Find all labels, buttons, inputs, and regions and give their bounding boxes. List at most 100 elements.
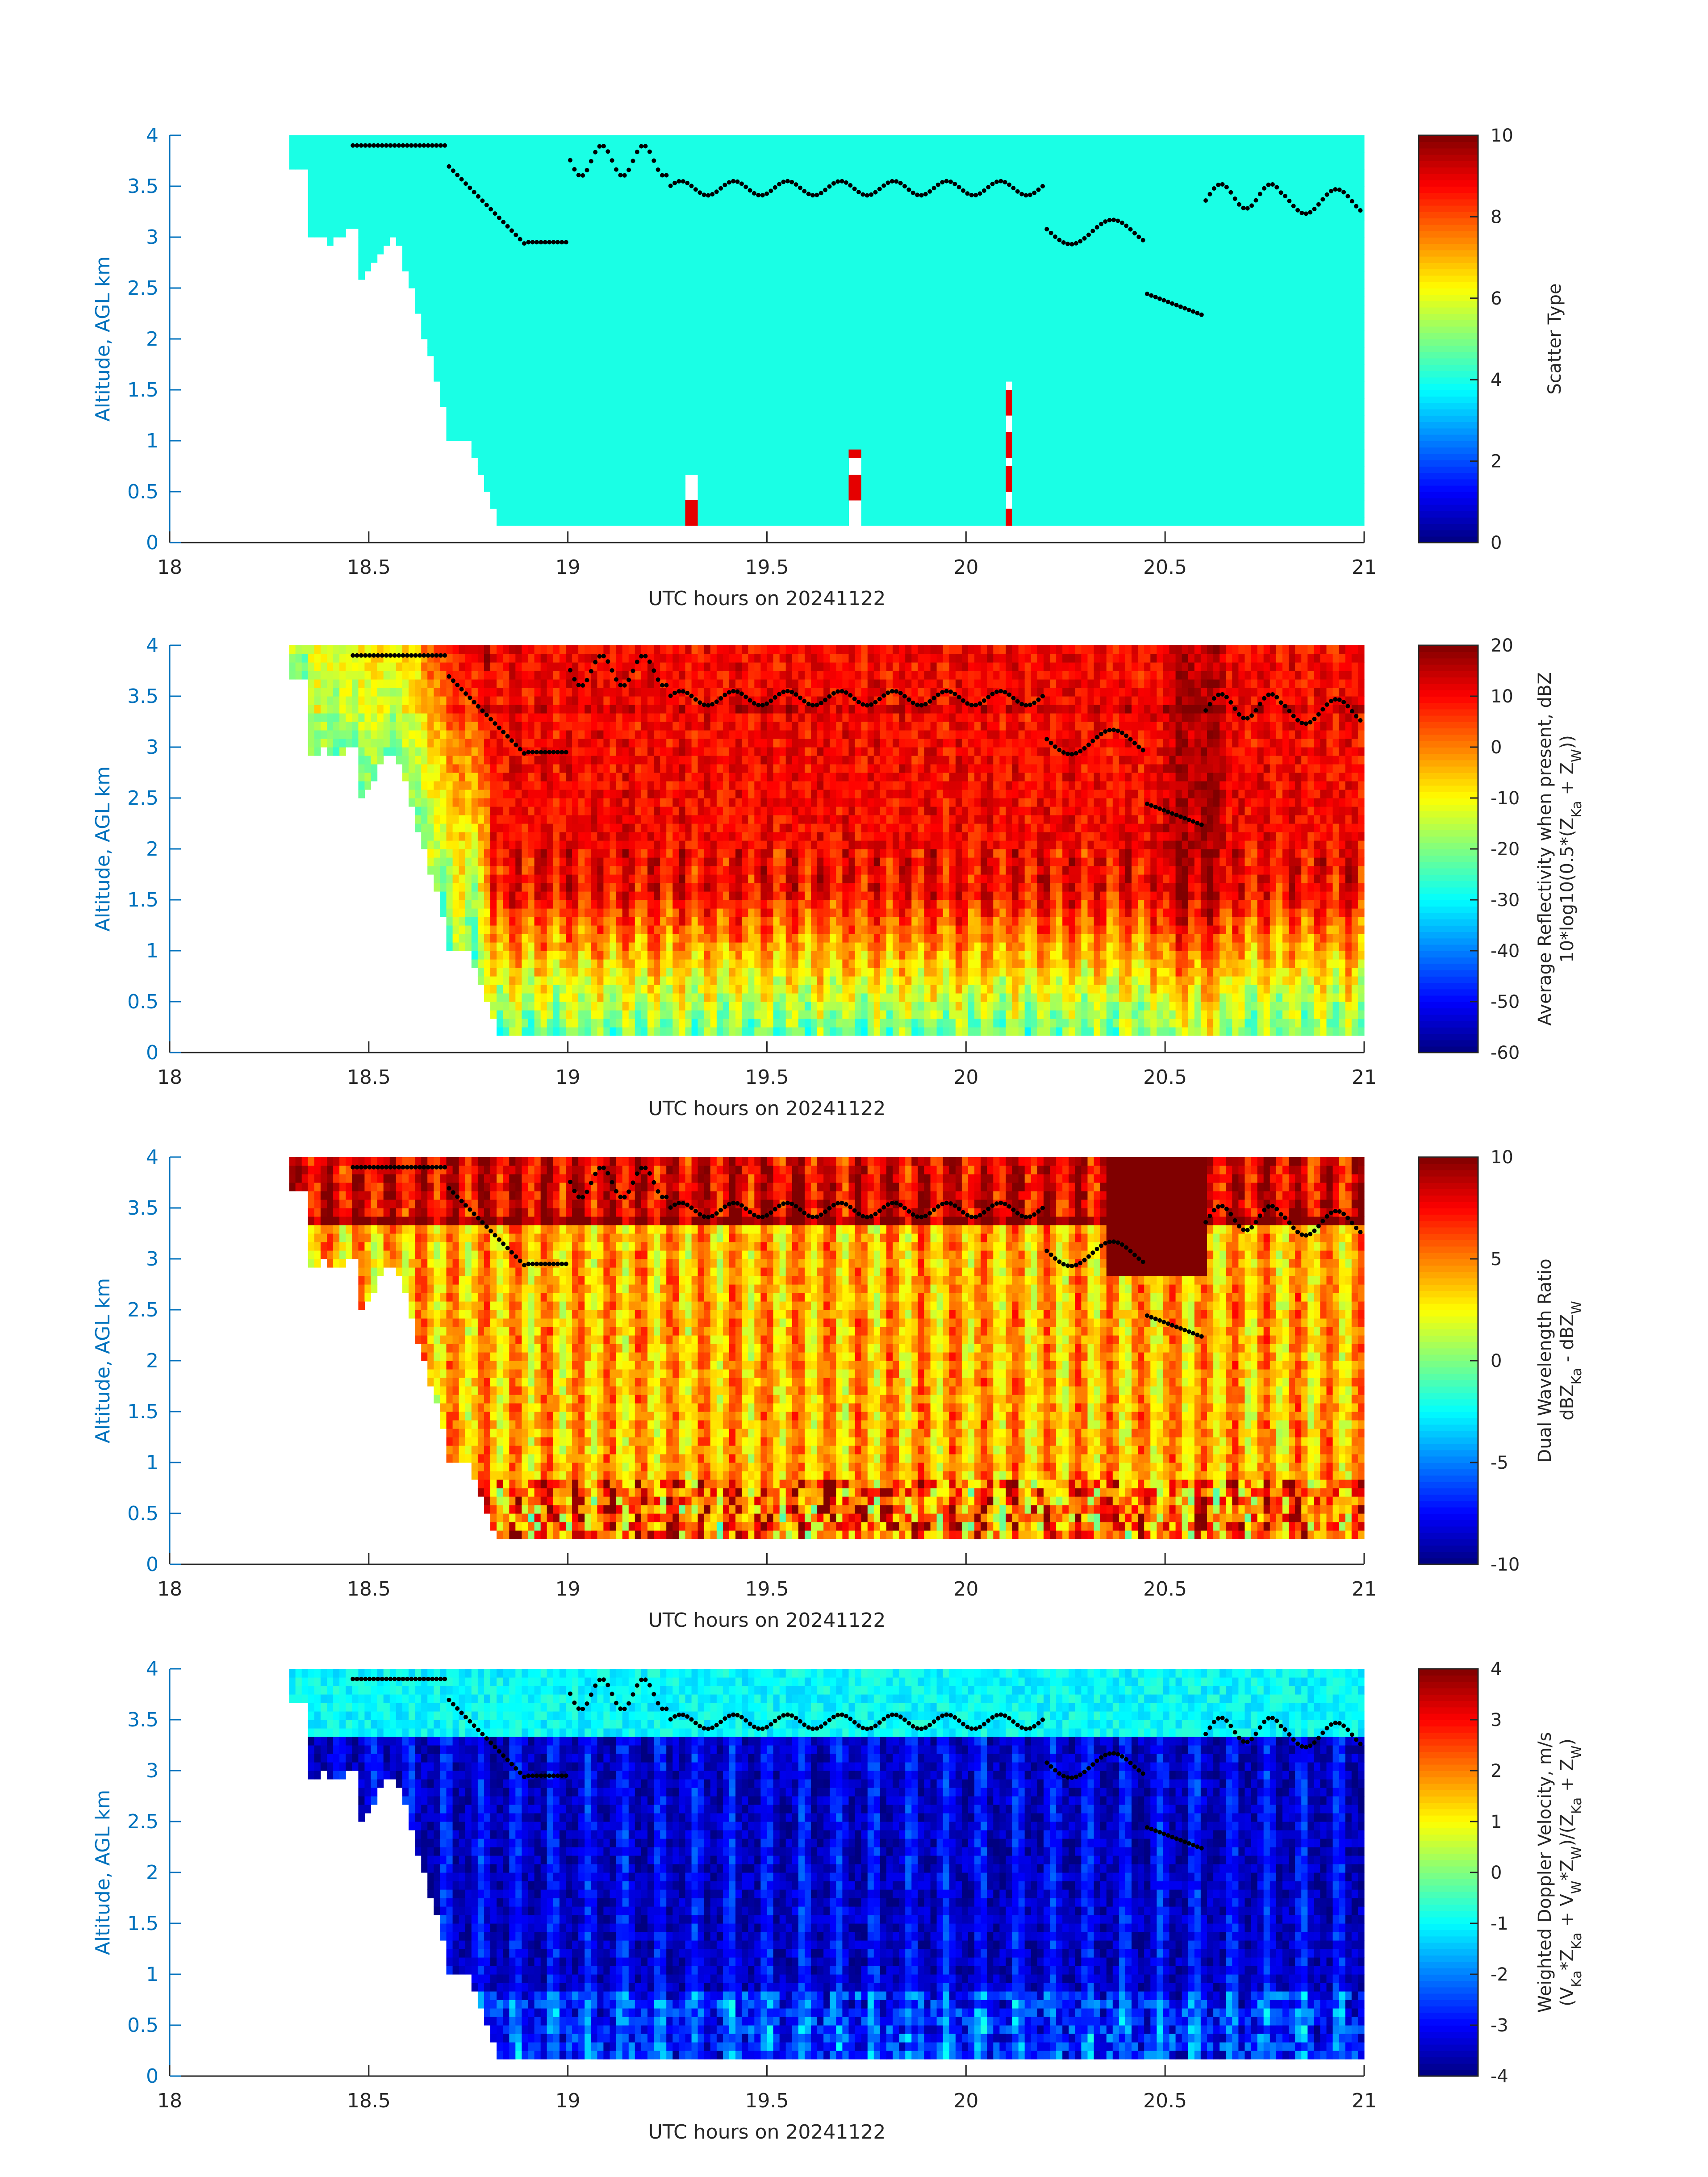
heatmap-cell: [1031, 229, 1038, 238]
heatmap-cell: [735, 246, 742, 255]
heatmap-cell: [754, 144, 761, 153]
heatmap-cell: [886, 364, 893, 373]
heatmap-cell: [314, 161, 321, 170]
heatmap-cell: [660, 195, 667, 204]
heatmap-cell: [553, 220, 560, 229]
heatmap-cell: [522, 432, 528, 441]
heatmap-cell: [447, 220, 453, 229]
heatmap-cell: [956, 288, 962, 297]
heatmap-cell: [522, 441, 528, 450]
heatmap-cell: [497, 297, 503, 305]
heatmap-cell: [786, 390, 793, 399]
heatmap-cell: [585, 220, 591, 229]
heatmap-cell: [911, 364, 918, 373]
heatmap-cell: [880, 263, 887, 272]
heatmap-cell: [830, 390, 836, 399]
heatmap-cell: [899, 161, 906, 170]
heatmap-cell: [1062, 178, 1069, 187]
heatmap-cell: [987, 458, 994, 467]
heatmap-cell: [886, 330, 893, 339]
heatmap-cell: [478, 288, 484, 297]
heatmap-cell: [541, 458, 547, 467]
heatmap-cell: [308, 195, 315, 204]
heatmap-cell: [597, 195, 604, 204]
heatmap-cell: [811, 152, 818, 161]
heatmap-cell: [497, 407, 503, 416]
heatmap-cell: [396, 186, 403, 195]
heatmap-cell: [459, 432, 466, 441]
heatmap-cell: [553, 186, 560, 195]
heatmap-cell: [931, 373, 937, 382]
heatmap-cell: [447, 254, 453, 263]
heatmap-cell: [641, 135, 648, 144]
heatmap-cell: [1025, 398, 1031, 407]
heatmap-cell: [327, 220, 334, 229]
heatmap-cell: [817, 280, 824, 288]
heatmap-cell: [1044, 313, 1050, 322]
heatmap-cell: [528, 458, 535, 467]
heatmap-cell: [478, 407, 484, 416]
heatmap-cell: [1044, 500, 1050, 509]
heatmap-cell: [478, 246, 484, 255]
heatmap-cell: [453, 237, 459, 246]
heatmap-cell: [547, 483, 554, 492]
heatmap-cell: [1012, 339, 1019, 348]
heatmap-cell: [710, 297, 717, 305]
heatmap-cell: [943, 398, 950, 407]
heatmap-cell: [472, 152, 478, 161]
heatmap-cell: [591, 373, 597, 382]
heatmap-cell: [805, 483, 811, 492]
heatmap-cell: [415, 246, 422, 255]
heatmap-cell: [1044, 339, 1050, 348]
heatmap-cell: [767, 492, 774, 501]
heatmap-cell: [390, 186, 397, 195]
heatmap-cell: [679, 475, 685, 484]
heatmap-cell: [647, 288, 654, 297]
heatmap-cell: [880, 364, 887, 373]
heatmap-cell: [672, 297, 679, 305]
heatmap-cell: [629, 415, 635, 424]
heatmap-cell: [987, 263, 994, 272]
heatmap-cell: [635, 415, 642, 424]
heatmap-cell: [1075, 407, 1082, 416]
heatmap-cell: [635, 500, 642, 509]
heatmap-cell: [849, 254, 856, 263]
heatmap-cell: [911, 254, 918, 263]
heatmap-cell: [798, 152, 805, 161]
heatmap-cell: [503, 237, 509, 246]
heatmap-cell: [698, 390, 705, 399]
heatmap-cell: [541, 186, 547, 195]
heatmap-cell: [585, 178, 591, 187]
heatmap-cell: [578, 432, 585, 441]
heatmap-cell: [314, 195, 321, 204]
heatmap-cell: [1019, 254, 1025, 263]
heatmap-cell: [509, 297, 516, 305]
heatmap-cell: [868, 135, 874, 144]
heatmap-cell: [421, 330, 428, 339]
heatmap-cell: [931, 161, 937, 170]
heatmap-cell: [572, 246, 579, 255]
heatmap-cell: [842, 237, 849, 246]
heatmap-cell: [911, 398, 918, 407]
heatmap-cell: [635, 161, 642, 170]
heatmap-cell: [535, 178, 541, 187]
heatmap-cell: [987, 254, 994, 263]
heatmap-cell: [603, 415, 610, 424]
heatmap-cell: [384, 195, 390, 204]
heatmap-cell: [358, 169, 365, 178]
heatmap-cell: [535, 449, 541, 458]
heatmap-cell: [1062, 458, 1069, 467]
heatmap-cell: [698, 356, 705, 365]
heatmap-cell: [547, 263, 554, 272]
heatmap-cell: [823, 381, 830, 390]
heatmap-cell: [1037, 313, 1044, 322]
heatmap-cell: [453, 220, 459, 229]
heatmap-cell: [597, 322, 604, 331]
heatmap-cell: [780, 432, 786, 441]
heatmap-cell: [830, 313, 836, 322]
heatmap-cell: [302, 161, 309, 170]
heatmap-cell: [886, 432, 893, 441]
heatmap-cell: [792, 237, 799, 246]
heatmap-cell: [735, 152, 742, 161]
heatmap-cell: [622, 517, 629, 526]
